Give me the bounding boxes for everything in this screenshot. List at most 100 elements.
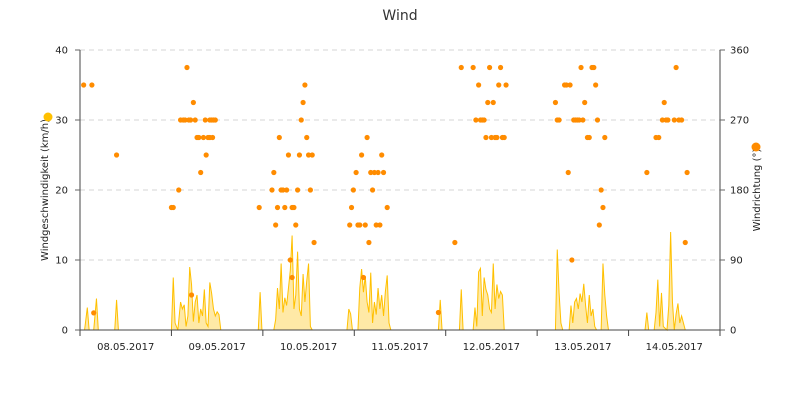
direction-point: [113, 152, 120, 158]
direction-point: [369, 187, 376, 193]
direction-point: [598, 187, 604, 193]
direction-point: [671, 117, 677, 123]
direction-point: [576, 117, 582, 123]
speed-series: [84, 231, 686, 332]
direction-point: [578, 64, 584, 71]
direction-point: [494, 134, 500, 141]
direction-point: [170, 204, 176, 211]
left-tick-label: 40: [55, 46, 68, 57]
direction-point: [656, 134, 662, 141]
direction-point: [496, 82, 502, 88]
direction-point: [176, 187, 182, 193]
right-tick-label: 270: [730, 116, 749, 127]
direction-point: [202, 117, 208, 123]
direction-point: [300, 99, 306, 106]
direction-point: [192, 117, 198, 123]
direction-point: [368, 169, 374, 176]
direction-point: [673, 64, 679, 71]
direction-point: [582, 99, 588, 106]
left-legend-marker: [43, 112, 53, 122]
direction-point: [375, 169, 381, 176]
direction-point: [473, 117, 479, 123]
direction-series: [81, 64, 690, 316]
direction-point: [190, 99, 196, 106]
direction-point: [485, 99, 491, 106]
direction-point: [366, 239, 372, 246]
direction-point: [280, 187, 286, 193]
direction-point: [182, 117, 188, 123]
direction-point: [362, 222, 368, 228]
direction-point: [435, 309, 441, 316]
direction-point: [309, 152, 315, 158]
direction-point: [298, 117, 304, 123]
direction-point: [644, 169, 650, 176]
direction-point: [567, 82, 573, 88]
direction-point: [200, 134, 207, 141]
left-tick-label: 20: [55, 186, 68, 197]
direction-point: [384, 204, 390, 211]
direction-point: [580, 117, 586, 123]
left-tick-label: 10: [55, 256, 68, 267]
right-axis-title: Windrichtung (°): [752, 149, 763, 232]
direction-point: [304, 134, 310, 141]
direction-point: [269, 187, 275, 193]
direction-point: [593, 82, 599, 88]
right-tick-label: 180: [730, 186, 749, 197]
direction-point: [552, 99, 559, 106]
direction-point: [203, 152, 209, 158]
right-tick-label: 90: [730, 256, 743, 267]
speed-area: [84, 231, 686, 332]
direction-point: [476, 82, 482, 88]
axis-titles: Windgeschwindigkeit (km/h) Windrichtung (…: [40, 112, 763, 261]
direction-point: [188, 117, 194, 123]
direction-point: [501, 134, 507, 141]
direction-point: [285, 152, 292, 158]
left-tick-label: 30: [55, 116, 68, 127]
direction-point: [364, 134, 370, 141]
direction-point: [490, 99, 496, 106]
direction-point: [565, 169, 571, 176]
direction-point: [379, 152, 385, 158]
direction-point: [659, 117, 666, 123]
direction-point: [287, 257, 293, 263]
direction-point: [291, 204, 297, 211]
direction-point: [684, 169, 690, 176]
direction-point: [284, 187, 290, 193]
direction-point: [586, 134, 592, 141]
direction-point: [503, 82, 509, 88]
x-tick-label: 14.05.2017: [646, 342, 703, 353]
direction-point: [488, 134, 495, 141]
direction-point: [470, 64, 476, 71]
direction-point: [380, 169, 387, 176]
direction-point: [458, 64, 464, 71]
right-y-axis: 0 90 180 270 360: [720, 46, 749, 337]
direction-point: [188, 292, 195, 298]
right-legend-marker: [751, 142, 761, 152]
direction-point: [563, 82, 570, 88]
direction-point: [481, 117, 487, 123]
chart-title: Wind: [382, 8, 417, 24]
direction-point: [665, 117, 671, 123]
direction-point: [600, 204, 606, 211]
direction-point: [353, 169, 359, 176]
direction-point: [302, 82, 308, 88]
direction-point: [276, 134, 282, 141]
direction-point: [591, 64, 597, 71]
direction-point: [596, 222, 602, 228]
direction-point: [282, 204, 288, 211]
direction-point: [483, 134, 489, 141]
direction-point: [271, 169, 277, 176]
direction-point: [377, 222, 383, 228]
direction-point: [293, 222, 299, 228]
direction-point: [679, 117, 685, 123]
right-tick-label: 0: [730, 326, 736, 337]
direction-point: [497, 64, 504, 71]
direction-point: [196, 134, 202, 141]
direction-point: [311, 239, 317, 246]
x-tick-label: 13.05.2017: [554, 342, 611, 353]
left-tick-label: 0: [62, 326, 68, 337]
direction-point: [207, 134, 213, 141]
direction-point: [295, 187, 301, 193]
direction-point: [273, 222, 279, 228]
